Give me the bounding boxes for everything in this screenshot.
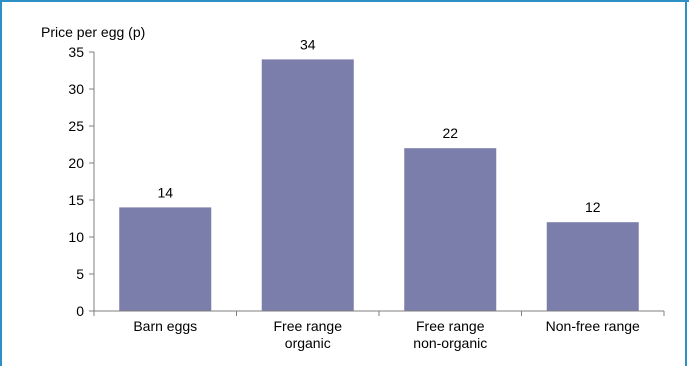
x-axis [93, 310, 665, 316]
data-labels: 14 34 22 12 [157, 36, 600, 215]
x-category-label: Barn eggs [133, 318, 197, 334]
data-label: 34 [300, 36, 316, 52]
y-tick-label: 0 [76, 303, 84, 319]
y-axis-label: Price per egg (p) [41, 24, 145, 40]
y-tick-label: 5 [76, 266, 84, 282]
y-tick-label: 25 [68, 118, 84, 134]
x-category-label: Free range non-organic [413, 318, 487, 351]
frame-left-border [0, 0, 2, 366]
y-axis-ticks: 0 5 10 15 20 25 30 35 [68, 44, 95, 319]
bar [119, 207, 212, 311]
bar [546, 222, 639, 311]
data-label: 14 [157, 184, 173, 200]
data-label: 12 [585, 199, 601, 215]
data-label: 22 [442, 125, 458, 141]
frame-right-border [685, 0, 687, 366]
y-tick-label: 35 [68, 44, 84, 60]
y-tick-label: 10 [68, 229, 84, 245]
bar [261, 59, 354, 312]
bar [404, 148, 497, 311]
x-category-label: Non-free range [546, 318, 640, 334]
y-tick-label: 15 [68, 192, 84, 208]
category-labels: Barn eggs Free range organic Free range non-… [133, 318, 640, 351]
bars [119, 59, 639, 312]
y-tick-label: 30 [68, 81, 84, 97]
x-category-label: Free range organic [274, 318, 343, 351]
frame-top-border [0, 0, 689, 2]
y-tick-label: 20 [68, 155, 84, 171]
